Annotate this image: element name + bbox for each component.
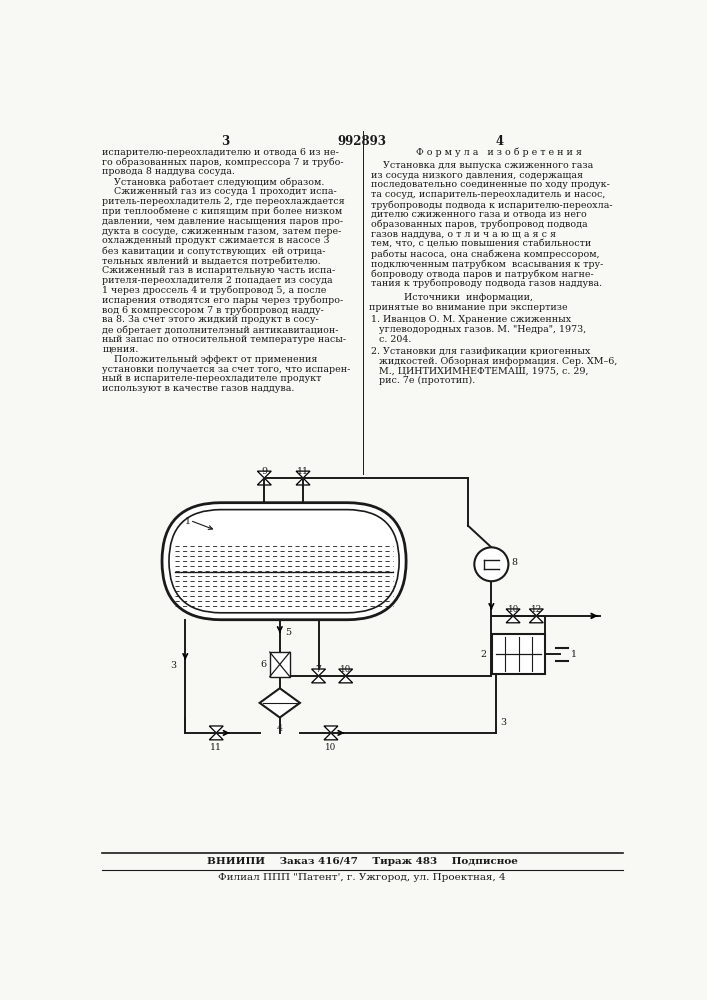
Text: из сосуда низкого давления, содержащая: из сосуда низкого давления, содержащая <box>371 171 583 180</box>
Text: 992893: 992893 <box>337 135 387 148</box>
Text: тем, что, с целью повышения стабильности: тем, что, с целью повышения стабильности <box>371 240 592 249</box>
Text: 11: 11 <box>210 743 222 752</box>
Text: 9: 9 <box>262 467 267 476</box>
Text: испарения отводятся его пары через трубопро-: испарения отводятся его пары через трубо… <box>103 296 344 305</box>
Text: подключенным патрубком  всасывания к тру-: подключенным патрубком всасывания к тру- <box>371 259 604 269</box>
Text: с. 204.: с. 204. <box>379 335 411 344</box>
Polygon shape <box>339 676 353 683</box>
Text: дителю сжиженного газа и отвода из него: дителю сжиженного газа и отвода из него <box>371 210 587 219</box>
Text: тельных явлений и выдается потребителю.: тельных явлений и выдается потребителю. <box>103 256 321 266</box>
Circle shape <box>474 547 508 581</box>
Text: 11: 11 <box>297 467 309 476</box>
Text: вод 6 компрессором 7 в трубопровод надду-: вод 6 компрессором 7 в трубопровод надду… <box>103 305 325 315</box>
Text: Сжиженный газ из сосуда 1 проходит испа-: Сжиженный газ из сосуда 1 проходит испа- <box>103 187 337 196</box>
Text: 8: 8 <box>512 558 518 567</box>
Polygon shape <box>530 616 543 623</box>
Text: 3: 3 <box>500 718 506 727</box>
Text: жидкостей. Обзорная информация. Сер. ХМ–6,: жидкостей. Обзорная информация. Сер. ХМ–… <box>379 356 617 366</box>
Text: 3: 3 <box>170 661 176 670</box>
Text: щения.: щения. <box>103 345 139 354</box>
Text: 10: 10 <box>340 665 351 674</box>
Text: 3: 3 <box>221 135 229 148</box>
Text: 7: 7 <box>315 665 322 674</box>
Polygon shape <box>312 669 325 676</box>
Polygon shape <box>259 688 300 718</box>
FancyBboxPatch shape <box>169 510 399 613</box>
Text: Положительный эффект от применения: Положительный эффект от применения <box>103 355 318 364</box>
Text: ный в испарителе-переохладителе продукт: ный в испарителе-переохладителе продукт <box>103 374 322 383</box>
Text: охлажденный продукт сжимается в насосе 3: охлажденный продукт сжимается в насосе 3 <box>103 236 330 245</box>
Text: 2. Установки для газификации криогенных: 2. Установки для газификации криогенных <box>371 347 590 356</box>
Text: ный запас по относительной температуре насы-: ный запас по относительной температуре н… <box>103 335 346 344</box>
Text: Установка для выпуска сжиженного газа: Установка для выпуска сжиженного газа <box>371 161 593 170</box>
Text: 1 через дроссель 4 и трубопровод 5, а после: 1 через дроссель 4 и трубопровод 5, а по… <box>103 286 327 295</box>
Text: ва 8. За счет этого жидкий продукт в сосу-: ва 8. За счет этого жидкий продукт в сос… <box>103 315 319 324</box>
Text: 10: 10 <box>325 743 337 752</box>
Text: 4: 4 <box>277 724 283 733</box>
Text: образованных паров, трубопровод подвода: образованных паров, трубопровод подвода <box>371 220 588 229</box>
Bar <box>492 634 545 674</box>
Text: давлении, чем давление насыщения паров про-: давлении, чем давление насыщения паров п… <box>103 217 344 226</box>
Polygon shape <box>324 733 338 740</box>
Text: де обретает дополнителэный антикавитацион-: де обретает дополнителэный антикавитацио… <box>103 325 339 335</box>
Text: при теплообмене с кипящим при более низком: при теплообмене с кипящим при более низк… <box>103 207 343 216</box>
Polygon shape <box>339 669 353 676</box>
Text: Ф о р м у л а   и з о б р е т е н и я: Ф о р м у л а и з о б р е т е н и я <box>416 148 582 157</box>
Text: ВНИИПИ    Заказ 416/47    Тираж 483    Подписное: ВНИИПИ Заказ 416/47 Тираж 483 Подписное <box>206 857 518 866</box>
Polygon shape <box>296 471 310 478</box>
Polygon shape <box>530 609 543 616</box>
Text: испарителю-переохладителю и отвода 6 из не-: испарителю-переохладителю и отвода 6 из … <box>103 148 339 157</box>
Text: трубопроводы подвода к испарителю-переохла-: трубопроводы подвода к испарителю-переох… <box>371 200 613 210</box>
Text: 10: 10 <box>508 605 519 614</box>
Text: газов наддува, о т л и ч а ю щ а я с я: газов наддува, о т л и ч а ю щ а я с я <box>371 230 556 239</box>
Text: углеводородных газов. М. "Недра", 1973,: углеводородных газов. М. "Недра", 1973, <box>379 325 586 334</box>
Polygon shape <box>257 478 271 485</box>
Text: 1: 1 <box>571 650 576 659</box>
Text: последовательно соединенные по ходу продук-: последовательно соединенные по ходу прод… <box>371 180 610 189</box>
Polygon shape <box>324 726 338 733</box>
Text: 4: 4 <box>495 135 503 148</box>
Text: 6: 6 <box>260 660 267 669</box>
Text: работы насоса, она снабжена компрессором,: работы насоса, она снабжена компрессором… <box>371 249 600 259</box>
Text: дукта в сосуде, сжиженным газом, затем пере-: дукта в сосуде, сжиженным газом, затем п… <box>103 227 341 236</box>
Text: та сосуд, испаритель-переохладитель и насос,: та сосуд, испаритель-переохладитель и на… <box>371 190 606 199</box>
Polygon shape <box>506 609 520 616</box>
Polygon shape <box>312 676 325 683</box>
Polygon shape <box>209 726 223 733</box>
Text: принятые во внимание при экспертизе: принятые во внимание при экспертизе <box>369 303 568 312</box>
Text: ритель-переохладитель 2, где переохлаждается: ритель-переохладитель 2, где переохлажда… <box>103 197 345 206</box>
Text: 5: 5 <box>285 628 291 637</box>
Text: Филиал ППП "Патент', г. Ужгород, ул. Проектная, 4: Филиал ППП "Патент', г. Ужгород, ул. Про… <box>218 873 506 882</box>
Text: Источники  информации,: Источники информации, <box>404 293 532 302</box>
Polygon shape <box>209 733 223 740</box>
Text: установки получается за счет того, что испарен-: установки получается за счет того, что и… <box>103 365 351 374</box>
Text: го образованных паров, компрессора 7 и трубо-: го образованных паров, компрессора 7 и т… <box>103 158 344 167</box>
Polygon shape <box>296 478 310 485</box>
Text: Сжиженный газ в испарительную часть испа-: Сжиженный газ в испарительную часть испа… <box>103 266 336 275</box>
Text: Установка работает следующим образом.: Установка работает следующим образом. <box>103 177 325 187</box>
Text: 1. Иванцов О. М. Хранение сжиженных: 1. Иванцов О. М. Хранение сжиженных <box>371 315 571 324</box>
Text: 1: 1 <box>185 517 192 526</box>
FancyBboxPatch shape <box>162 503 406 620</box>
Text: рителя-переохладителя 2 попадает из сосуда: рителя-переохладителя 2 попадает из сосу… <box>103 276 333 285</box>
Text: используют в качестве газов наддува.: используют в качестве газов наддува. <box>103 384 295 393</box>
Text: 12: 12 <box>531 605 542 614</box>
Text: провода 8 наддува сосуда.: провода 8 наддува сосуда. <box>103 167 235 176</box>
Text: 2: 2 <box>480 650 486 659</box>
Text: рис. 7е (прототип).: рис. 7е (прототип). <box>379 376 475 385</box>
Text: М., ЦИНТИХИМНЕФТЕМАШ, 1975, с. 29,: М., ЦИНТИХИМНЕФТЕМАШ, 1975, с. 29, <box>379 366 588 375</box>
Text: без кавитации и сопутствующих  ей отрица-: без кавитации и сопутствующих ей отрица- <box>103 246 326 256</box>
Text: тания к трубопроводу подвода газов наддува.: тания к трубопроводу подвода газов надду… <box>371 279 602 288</box>
Text: бопроводу отвода паров и патрубком нагне-: бопроводу отвода паров и патрубком нагне… <box>371 269 594 279</box>
Bar <box>270 652 290 677</box>
Polygon shape <box>506 616 520 623</box>
Polygon shape <box>257 471 271 478</box>
